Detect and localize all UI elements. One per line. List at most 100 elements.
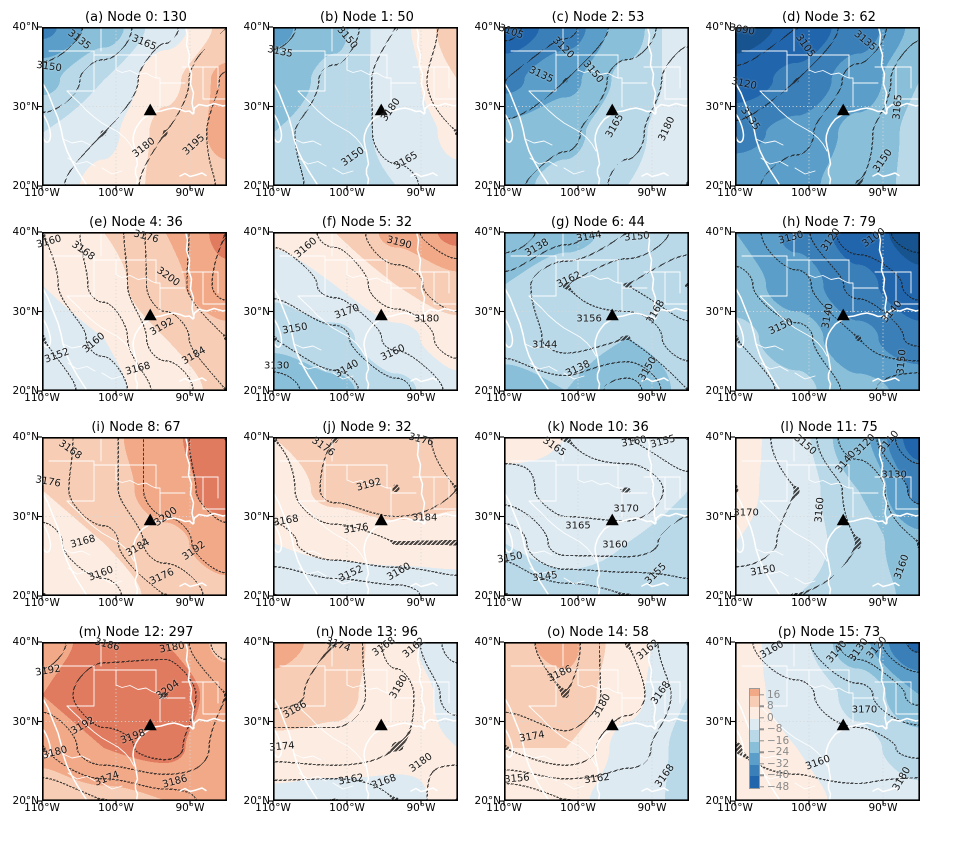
state-border <box>48 50 95 92</box>
location-marker-icon <box>605 308 619 321</box>
map-area: 3150 3120 3110 3140 3130 3160 3170 3150 3160 <box>730 428 921 601</box>
state-border <box>202 476 228 510</box>
map-area: 3165 3160 3155 3170 3165 3160 3150 3145 3155 <box>496 433 690 601</box>
y-tick-label: 20°N <box>474 795 501 807</box>
coastline <box>272 286 318 390</box>
state-border <box>115 54 157 79</box>
panel-body: 40°N 30°N 20°N 3176 3176 3192 3168 3176 3184 3… <box>239 431 461 602</box>
coastline <box>733 317 745 348</box>
panel-body: 40°N 30°N 20°N 3105 3120 3135 3150 3165 3180 <box>470 21 692 192</box>
panel-frame <box>504 232 689 391</box>
colorbar-segment <box>750 695 759 708</box>
panel-body: 40°N 30°N 20°N 3174 3168 3162 3180 3186 3174 3… <box>239 635 461 807</box>
coastline <box>646 436 657 524</box>
panel-title: (f) Node 5: 32 <box>321 215 413 230</box>
coastline <box>363 512 459 597</box>
state-border <box>741 50 788 92</box>
y-tick-label: 20°N <box>12 590 39 602</box>
state-border <box>433 476 459 510</box>
x-tick-label: 100°W <box>98 802 134 814</box>
x-tick-label: 110°W <box>255 597 291 609</box>
y-tick-label: 30°N <box>12 715 39 728</box>
state-border <box>755 343 784 351</box>
coastline <box>132 102 228 187</box>
panel-body: 40°N 30°N 20°N 3150 3120 3110 3140 3130 3160 3… <box>701 428 923 602</box>
panel-frame <box>42 232 227 391</box>
coastline <box>179 582 207 588</box>
map-area: 3105 3120 3135 3150 3165 3180 <box>498 22 690 191</box>
map-overlay <box>268 641 459 806</box>
coastline <box>733 112 745 143</box>
panel-title: (e) Node 4: 36 <box>89 215 183 230</box>
x-tick-label: 100°W <box>560 392 596 404</box>
panel-frame <box>504 27 689 186</box>
coastline <box>179 377 207 383</box>
x-axis-labels: 110°W 100°W 90°W <box>486 186 689 201</box>
state-border <box>794 782 816 790</box>
x-axis-labels: 110°W 100°W 90°W <box>717 596 920 611</box>
y-tick-label: 40°N <box>12 431 39 443</box>
x-tick-label: 90°W <box>637 187 667 199</box>
y-tick-label: 30°N <box>12 510 39 523</box>
coastline <box>41 491 87 595</box>
state-border <box>760 157 789 167</box>
y-tick-label: 20°N <box>705 180 732 192</box>
state-border <box>529 362 558 372</box>
state-border <box>528 705 597 767</box>
y-tick-label: 20°N <box>12 180 39 192</box>
x-tick-label: 100°W <box>98 392 134 404</box>
state-border <box>332 167 354 175</box>
x-axis-labels: 110°W 100°W 90°W <box>255 186 458 201</box>
x-axis-labels: 110°W 100°W 90°W <box>255 391 458 406</box>
state-border <box>808 54 850 79</box>
location-marker-icon <box>605 103 619 116</box>
state-border <box>297 295 366 357</box>
panel-body: 40°N 30°N 20°N 3090 3105 3135 3120 3135 3165 3… <box>701 21 923 192</box>
coastline <box>872 172 900 178</box>
panel-body: 40°N 30°N 20°N 3186 3180 3192 3204 3192 3198 3… <box>8 636 230 807</box>
x-tick-label: 110°W <box>486 392 522 404</box>
coastline <box>502 317 514 348</box>
panel-title: (o) Node 14: 58 <box>547 625 649 640</box>
map-panel: (l) Node 11: 75 40°N 30°N 20°N 3150 3120 3… <box>701 418 923 611</box>
panel-body: 40°N 30°N 20°N 3130 3120 3100 3140 3150 3140 3… <box>701 226 923 397</box>
colorbar-segment <box>750 718 759 731</box>
x-tick-label: 110°W <box>24 187 60 199</box>
y-tick-label: 40°N <box>12 21 39 33</box>
y-tick-label: 40°N <box>243 636 270 648</box>
state-border <box>563 167 585 175</box>
state-border <box>433 681 459 715</box>
state-border <box>577 464 619 489</box>
coastline <box>41 286 87 390</box>
panel-body: 40°N 30°N 20°N 3168 3176 3200 3168 3184 3192 3… <box>8 431 230 602</box>
state-border <box>895 476 921 510</box>
colorbar-segment <box>750 764 759 777</box>
state-border <box>66 295 135 357</box>
x-axis-labels: 110°W 100°W 90°W <box>717 391 920 406</box>
panel-frame <box>42 437 227 596</box>
state-border <box>755 753 784 761</box>
map-area: 3168 3176 3200 3168 3184 3192 3160 3176 <box>34 436 228 601</box>
state-border <box>101 577 123 585</box>
y-axis-labels: 40°N 30°N 20°N <box>470 226 504 397</box>
location-marker-icon <box>836 513 850 526</box>
panel-body: 40°N 30°N 20°N 3138 3144 3150 3162 3156 3168 3… <box>470 226 692 397</box>
x-axis-labels: 110°W 100°W 90°W <box>24 391 227 406</box>
y-tick-label: 40°N <box>474 431 501 443</box>
state-border <box>563 372 585 380</box>
map-overlay <box>37 436 228 601</box>
state-border <box>202 271 228 305</box>
y-tick-label: 30°N <box>705 100 732 113</box>
state-border <box>67 772 96 782</box>
state-border <box>433 271 459 305</box>
map-panel: (g) Node 6: 44 40°N 30°N 20°N 3138 3144 31… <box>470 213 692 406</box>
state-border <box>279 50 326 92</box>
y-tick-label: 20°N <box>474 385 501 397</box>
map-area: 3160 3140 3130 3120 3170 3160 3180 16 8 0 −8 −16 −2… <box>730 635 921 806</box>
state-border <box>510 460 557 502</box>
state-border <box>524 343 553 351</box>
state-border <box>386 259 392 313</box>
coastline <box>184 26 195 114</box>
y-tick-label: 40°N <box>705 636 732 648</box>
map-overlay <box>268 231 459 396</box>
